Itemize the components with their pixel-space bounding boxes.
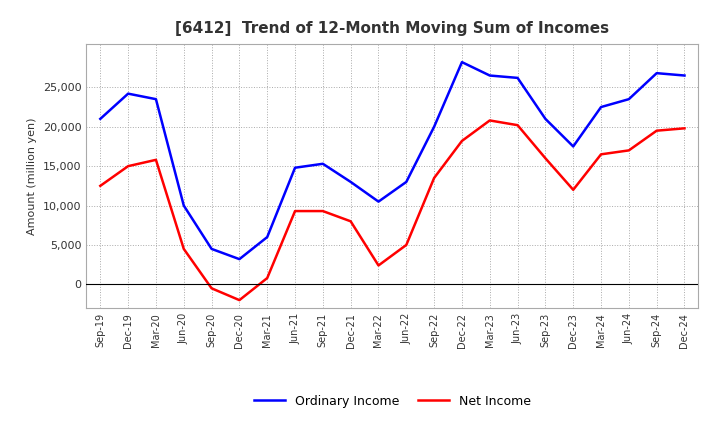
Net Income [680,126,689,131]
Ordinary Income [124,91,132,96]
Ordinary Income [458,59,467,65]
Y-axis label: Amount (million yen): Amount (million yen) [27,117,37,235]
Ordinary Income [652,70,661,76]
Net Income [263,275,271,281]
Ordinary Income [207,246,216,252]
Ordinary Income [541,116,550,121]
Net Income [346,219,355,224]
Ordinary Income [318,161,327,166]
Ordinary Income [624,96,633,102]
Net Income [179,246,188,252]
Net Income [569,187,577,192]
Ordinary Income [152,96,161,102]
Net Income [513,122,522,128]
Ordinary Income [513,75,522,81]
Ordinary Income [291,165,300,170]
Net Income [96,183,104,188]
Net Income [430,175,438,180]
Net Income [402,242,410,248]
Ordinary Income [597,104,606,110]
Ordinary Income [96,116,104,121]
Net Income [541,156,550,161]
Net Income [207,286,216,291]
Net Income [597,152,606,157]
Net Income [458,138,467,143]
Ordinary Income [402,179,410,184]
Ordinary Income [430,124,438,129]
Line: Ordinary Income: Ordinary Income [100,62,685,259]
Line: Net Income: Net Income [100,121,685,300]
Net Income [152,157,161,162]
Net Income [485,118,494,123]
Ordinary Income [235,257,243,262]
Title: [6412]  Trend of 12-Month Moving Sum of Incomes: [6412] Trend of 12-Month Moving Sum of I… [176,21,609,36]
Ordinary Income [346,179,355,184]
Net Income [374,263,383,268]
Ordinary Income [680,73,689,78]
Ordinary Income [374,199,383,204]
Ordinary Income [569,144,577,149]
Ordinary Income [179,203,188,208]
Ordinary Income [263,235,271,240]
Net Income [124,164,132,169]
Net Income [235,297,243,303]
Legend: Ordinary Income, Net Income: Ordinary Income, Net Income [248,390,536,413]
Net Income [318,209,327,214]
Net Income [652,128,661,133]
Ordinary Income [485,73,494,78]
Net Income [624,148,633,153]
Net Income [291,209,300,214]
